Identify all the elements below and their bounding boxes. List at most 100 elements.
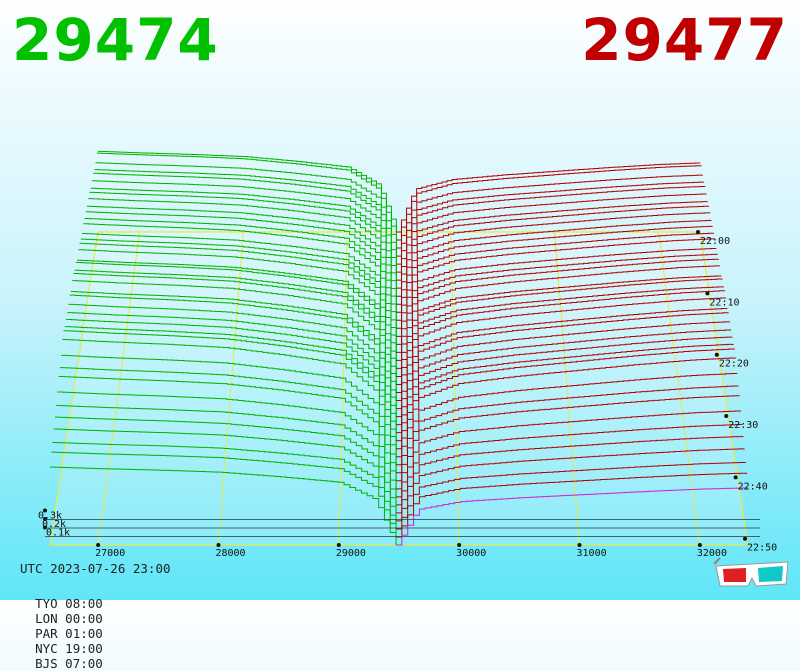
bid-depth-line [94,169,397,257]
bid-depth-line [84,217,397,321]
bid-depth-line [88,198,397,297]
volume-tick-label: 0.1k [46,528,70,539]
bid-depth-line [70,291,397,409]
grid-line [217,231,244,546]
bid-depth-line [59,367,397,481]
price-tick-label: 31000 [577,548,607,559]
ask-depth-line [396,357,737,466]
bid-depth-line [93,172,397,265]
bid-depth-line [85,211,397,313]
clock-par: PAR 01:00 [35,626,103,641]
bid-depth-line [82,233,397,337]
ask-depth-line [396,165,702,241]
ask-depth-line [396,385,739,482]
ask-depth-line [396,265,721,361]
bid-depth-line [77,259,397,369]
time-tick-mark [705,291,710,296]
bid-depth-line [53,428,397,521]
ask-depth-line [396,247,717,337]
bid-depth-line [68,303,397,425]
ask-depth-line [396,193,707,273]
time-tick-label: 22:40 [738,481,768,492]
bid-depth-line [69,294,397,417]
bid-price: 29474 [12,6,219,74]
ask-depth-line [396,174,703,249]
3d-glasses-icon[interactable] [712,556,792,592]
volume-tick-mark [43,517,47,521]
volume-tick-mark [43,508,47,513]
ask-depth-line [396,258,719,353]
utc-timestamp: UTC 2023-07-26 23:00 [20,561,171,576]
time-tick-label: 22:00 [700,236,730,247]
bid-depth-line [74,269,397,385]
time-tick-label: 22:20 [719,359,749,370]
floor-plane [50,232,748,545]
grid-line [97,231,141,546]
price-tick-mark [96,543,101,547]
bid-depth-line [73,273,397,393]
ask-depth-line [396,321,731,426]
price-tick-mark [457,543,462,547]
grid-line [450,231,460,546]
bid-depth-line [96,152,397,241]
bid-depth-line [83,223,397,329]
bid-depth-line [95,162,397,249]
ask-depth-line [396,348,735,458]
time-tick-mark [743,536,748,541]
ask-depth-line [395,487,749,546]
clock-bjs: BJS 07:00 [35,656,103,671]
ask-depth-line [396,205,710,289]
ask-depth-line [396,343,734,450]
bid-depth-line [50,466,397,545]
price-tick-label: 32000 [697,548,727,559]
price-tick-mark [697,543,702,547]
bid-depth-line [86,205,397,305]
ask-depth-series [395,162,749,546]
price-tick-mark [577,543,582,547]
price-tick-label: 28000 [215,548,245,559]
time-tick-label: 22:30 [728,420,758,431]
ask-depth-line [396,308,728,410]
ask-depth-line [396,373,738,474]
time-tick-label: 22:50 [747,543,777,554]
price-tick-mark [216,543,221,547]
bid-depth-line [57,391,397,497]
bid-depth-line [90,187,397,281]
volume-tick-label: 0.3k [38,511,62,522]
bid-depth-line [56,405,397,505]
axis-layer: 27000 28000 29000 30000 31000 32000 0.1k0.2k0.… [38,230,777,559]
ask-depth-line [396,185,706,265]
bid-depth-line [89,191,397,289]
ask-depth-line [396,336,733,442]
ask-depth-line [396,162,701,233]
bid-depth-line [91,180,397,273]
ask-depth-line [396,238,716,329]
time-tick-label: 22:10 [709,297,739,308]
bid-depth-line [54,416,397,513]
bid-depth-line [63,330,397,457]
bid-depth-line [62,338,397,465]
bid-depth-line [98,150,397,232]
price-tick-label: 29000 [336,548,366,559]
volume-tick-label: 0.2k [42,519,66,530]
bid-depth-line [66,319,397,441]
ask-depth-line [396,312,729,418]
bid-depth-line [64,326,397,449]
grid-line [554,231,581,546]
ask-depth-line [396,472,748,538]
bid-depth-line [80,238,397,345]
time-tick-mark [714,352,719,357]
time-tick-mark [696,230,700,234]
ask-depth-line [396,232,715,321]
price-tick-label: 30000 [456,548,486,559]
bid-depth-line [75,261,397,377]
bid-depth-line [58,375,397,489]
clock-lon: LON 00:00 [35,611,103,626]
ask-depth-line [396,436,744,514]
price-tick-mark [336,543,341,547]
ask-price: 29477 [581,6,788,74]
bid-depth-series [50,150,397,545]
ask-depth-line [396,448,745,522]
volume-tick-mark [43,525,47,530]
ask-depth-line [396,212,711,297]
